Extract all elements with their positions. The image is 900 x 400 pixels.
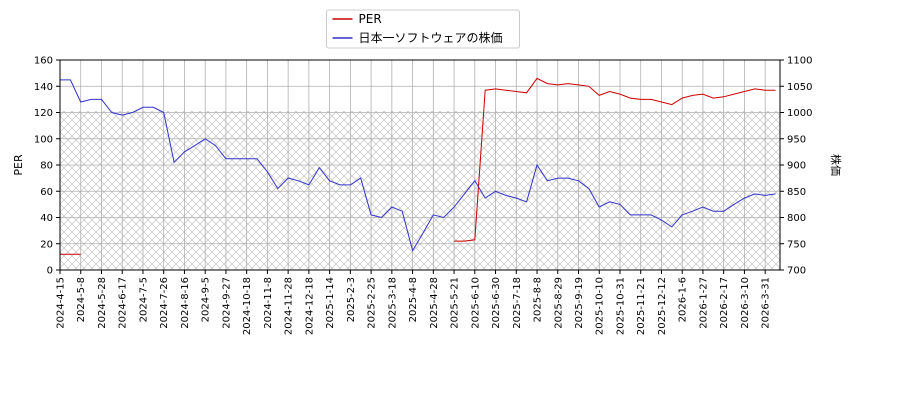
y2-tick-label: 700 [787, 266, 806, 277]
x-tick-label: 2025-6-30 [491, 277, 502, 329]
y-tick-label: 40 [40, 213, 53, 224]
x-tick-label: 2025-11-21 [636, 277, 647, 335]
legend-box [326, 9, 520, 49]
x-tick-label: 2024-4-15 [56, 277, 67, 329]
x-tick-label: 2025-5-21 [450, 277, 461, 329]
x-tick-label: 2025-7-18 [512, 277, 523, 329]
line-series [60, 77, 776, 255]
y2-tick-label: 950 [787, 134, 806, 145]
x-tick-label: 2026-1-27 [698, 277, 709, 329]
x-tick-label: 2024-7-5 [138, 277, 149, 322]
y-tick-label: 140 [34, 82, 53, 93]
plot-frame [59, 59, 781, 271]
x-tick-label: 2024-5-8 [76, 277, 87, 322]
y-tick-label: 60 [40, 187, 53, 198]
x-tick-label: 2024-9-27 [221, 277, 232, 329]
y2-tick-label: 1050 [787, 82, 812, 93]
x-tick-label: 2025-9-19 [574, 277, 585, 329]
legend: PER 日本一ソフトウェアの株価 [326, 9, 520, 49]
x-tick-label: 2025-8-8 [533, 277, 544, 322]
line-series [60, 79, 776, 252]
y2-tick-label: 1000 [787, 108, 812, 119]
y-tick-label: 100 [34, 134, 53, 145]
x-tick-label: 2025-2-25 [367, 277, 378, 329]
x-tick-label: 2024-5-28 [97, 277, 108, 329]
x-tick-label: 2025-6-10 [470, 277, 481, 329]
x-tick-label: 2025-3-18 [387, 277, 398, 329]
y2-axis-label: 株価 [829, 154, 843, 176]
x-tick-label: 2026-3-31 [761, 277, 772, 329]
x-tick-label: 2025-10-31 [615, 277, 626, 335]
x-tick-label: 2025-8-29 [553, 277, 564, 329]
x-tick-label: 2025-10-10 [595, 277, 606, 335]
x-tick-label: 2024-9-5 [201, 277, 212, 322]
x-tick-label: 2024-8-16 [180, 277, 191, 329]
x-tick-label: 2025-1-14 [325, 277, 336, 329]
y-tick-label: 0 [47, 266, 53, 277]
y2-tick-label: 850 [787, 187, 806, 198]
y2-tick-label: 900 [787, 161, 806, 172]
y-tick-label: 20 [40, 239, 53, 250]
x-tick-label: 2026-2-17 [719, 277, 730, 329]
x-tick-label: 2024-7-26 [159, 277, 170, 329]
x-tick-label: 2024-10-18 [242, 277, 253, 335]
y2-tick-label: 1100 [787, 56, 812, 67]
y-tick-label: 120 [34, 108, 53, 119]
y-axis-label: PER [12, 154, 25, 176]
legend-label: 日本一ソフトウェアの株価 [359, 30, 503, 45]
x-tick-label: 2024-6-17 [118, 277, 129, 329]
x-tick-label: 2024-12-18 [304, 277, 315, 335]
x-tick-label: 2025-4-28 [429, 277, 440, 329]
x-tick-label: 2025-2-3 [346, 277, 357, 322]
y2-tick-label: 750 [787, 239, 806, 250]
x-tick-label: 2026-3-10 [740, 277, 751, 329]
x-tick-label: 2025-12-12 [657, 277, 668, 335]
y-tick-label: 80 [40, 161, 53, 172]
y2-tick-label: 800 [787, 213, 806, 224]
x-tick-label: 2024-11-8 [263, 277, 274, 329]
y-tick-label: 160 [34, 56, 53, 67]
legend-label: PER [359, 12, 382, 26]
x-tick-label: 2026-1-6 [678, 277, 689, 322]
x-tick-label: 2025-4-8 [408, 277, 419, 322]
x-tick-label: 2024-11-28 [284, 277, 295, 335]
